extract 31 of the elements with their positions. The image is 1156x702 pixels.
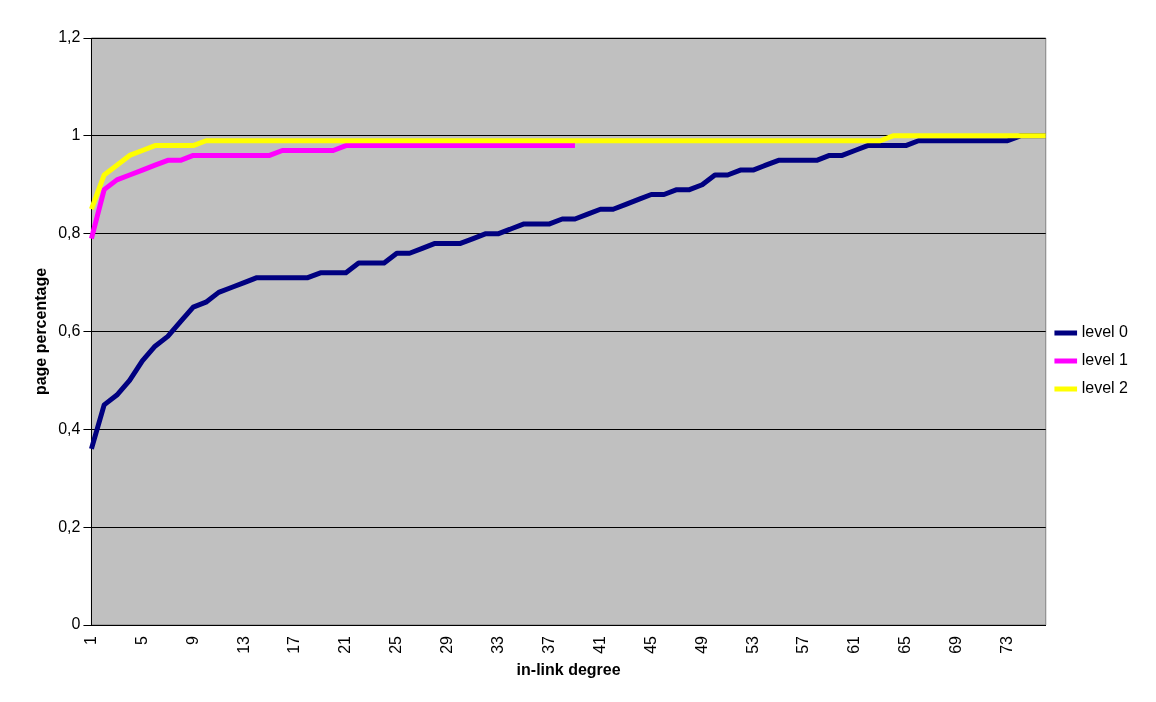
x-tick-label: 73 <box>997 635 1015 654</box>
legend-label: level 2 <box>1081 379 1129 397</box>
y-tick-label: 0,2 <box>58 517 81 535</box>
x-tick-label: 25 <box>387 635 405 654</box>
y-axis-title: page percentage <box>32 267 50 396</box>
x-tick-label: 45 <box>641 635 659 654</box>
x-tick-label: 37 <box>539 635 557 654</box>
x-tick-label: 13 <box>234 635 252 654</box>
x-tick-label: 5 <box>132 635 150 645</box>
y-tick-label: 0,8 <box>58 224 81 242</box>
x-tick-label: 65 <box>896 635 914 654</box>
x-tick-label: 21 <box>336 635 354 654</box>
x-tick-label: 41 <box>590 635 608 654</box>
y-tick-label: 0,6 <box>58 321 81 339</box>
x-tick-label: 49 <box>692 635 710 654</box>
x-tick-label: 9 <box>183 635 201 645</box>
x-tick-label: 1 <box>81 635 99 645</box>
x-tick-label: 61 <box>845 635 863 654</box>
y-tick-label: 0,4 <box>58 419 81 437</box>
x-tick-label: 53 <box>743 635 761 654</box>
x-axis-title: in-link degree <box>516 660 621 678</box>
y-tick-label: 1,2 <box>58 28 81 46</box>
legend-label: level 1 <box>1081 351 1129 369</box>
x-tick-label: 17 <box>285 635 303 654</box>
y-tick-label: 1 <box>71 126 81 144</box>
x-tick-label: 33 <box>489 635 507 654</box>
legend-label: level 0 <box>1081 323 1129 341</box>
x-tick-label: 69 <box>947 635 965 654</box>
y-tick-label: 0 <box>71 615 81 633</box>
x-tick-label: 29 <box>438 635 456 654</box>
x-tick-label: 57 <box>794 635 812 654</box>
